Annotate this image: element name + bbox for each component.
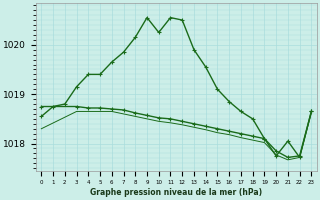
X-axis label: Graphe pression niveau de la mer (hPa): Graphe pression niveau de la mer (hPa) xyxy=(90,188,262,197)
